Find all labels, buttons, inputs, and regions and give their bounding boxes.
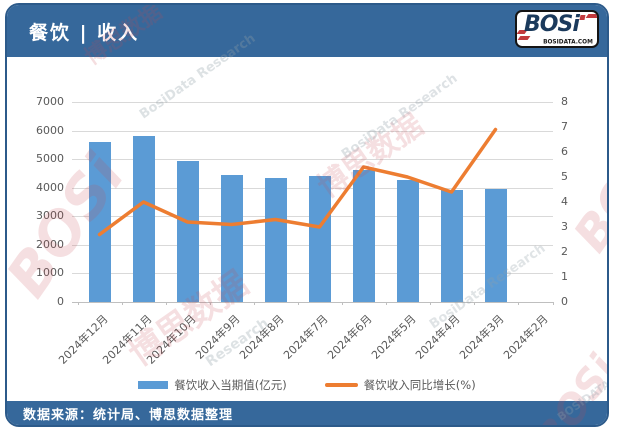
bar: [176, 160, 199, 302]
data-source: 数据来源：统计局、博思数据整理: [23, 408, 234, 423]
left-axis-label: 6000: [36, 123, 64, 137]
growth-line: [97, 127, 498, 237]
logo-wordmark: BOSi: [524, 12, 580, 37]
page-title: 餐饮 | 收入: [29, 22, 140, 44]
right-axis-label: 4: [561, 195, 568, 208]
logo-stripe-icon: [585, 14, 597, 18]
right-axis-label: 8: [561, 95, 568, 108]
bar: [440, 190, 463, 302]
x-axis-tick: [517, 302, 519, 305]
chart-legend: 餐饮收入当期值(亿元) 餐饮收入同比增长(%): [7, 377, 607, 393]
x-axis-tick: [165, 302, 167, 305]
logo-i-dot-icon: [579, 15, 586, 20]
grid-line: [72, 159, 553, 161]
x-axis-tick: [385, 302, 387, 305]
right-axis-label: 3: [561, 220, 568, 233]
x-axis-tick: [209, 302, 211, 305]
chart-area: 0 1000 2000 3000 4000 5000 6000 7000 0 1 2 3 4 5 6 7 8 20…: [7, 57, 607, 405]
legend-label: 餐饮收入当期值(亿元): [174, 378, 287, 392]
x-axis-tick: [473, 302, 475, 305]
x-axis-tick: [77, 302, 79, 305]
right-axis-label: 2: [561, 245, 568, 258]
left-axis-label: 5000: [36, 152, 64, 166]
x-axis-tick: [297, 302, 299, 305]
bar: [352, 170, 375, 302]
x-axis-tick: [429, 302, 431, 305]
right-axis-label: 0: [561, 295, 568, 308]
grid-line: [72, 102, 553, 103]
bar: [220, 175, 243, 302]
x-axis-tick: [553, 302, 554, 305]
bosi-logo: BOSi BOSIDATA.COM: [515, 10, 599, 48]
left-axis-label: 2000: [36, 237, 64, 251]
combo-chart: 0 1000 2000 3000 4000 5000 6000 7000 0 1 2 3 4 5 6 7 8 20…: [7, 57, 607, 405]
card-footer: 数据来源：统计局、博思数据整理: [7, 401, 607, 425]
x-axis-tick: [121, 302, 123, 305]
bar: [132, 136, 155, 302]
right-axis-label: 6: [561, 145, 568, 158]
legend-label: 餐饮收入同比增长(%): [363, 378, 476, 392]
bar: [308, 176, 331, 302]
bar: [396, 179, 419, 302]
bar: [484, 188, 507, 302]
right-axis-label: 1: [561, 270, 568, 283]
bar: [264, 177, 287, 302]
left-axis-label: 3000: [36, 209, 64, 223]
right-axis-label: 5: [561, 170, 568, 183]
grid-line: [72, 302, 553, 303]
left-axis-label: 4000: [36, 180, 64, 194]
infographic-card: 餐饮 | 收入 BOSi BOSIDATA.COM 0 1000 2000 3000 4…: [5, 3, 609, 427]
left-axis-label: 1000: [36, 266, 64, 280]
left-axis-label: 7000: [36, 95, 64, 108]
bar: [88, 142, 111, 302]
left-axis-label: 0: [57, 295, 64, 308]
legend-item-bar: 餐饮收入当期值(亿元): [138, 377, 287, 393]
right-axis-label: 7: [561, 120, 568, 133]
bar-swatch-icon: [138, 381, 169, 389]
logo-site-text: BOSIDATA.COM: [543, 38, 593, 45]
grid-line: [72, 130, 553, 132]
legend-item-line: 餐饮收入同比增长(%): [324, 377, 476, 393]
card-header: 餐饮 | 收入 BOSi BOSIDATA.COM: [7, 5, 607, 57]
x-axis-tick: [341, 302, 343, 305]
line-swatch-icon: [324, 383, 358, 387]
x-axis-tick: [253, 302, 255, 305]
